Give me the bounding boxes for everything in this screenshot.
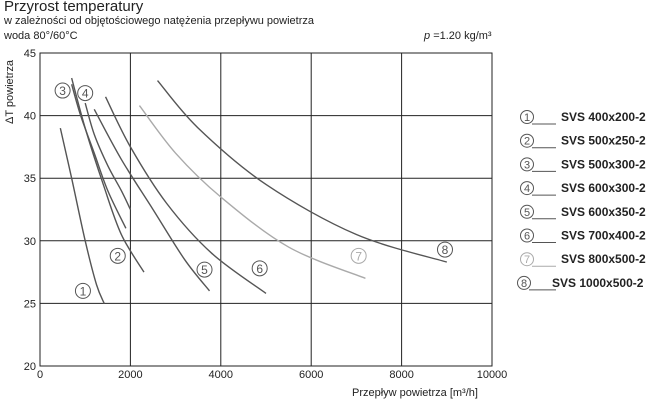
air-density-label: p =1.20 kg/m³ [424,30,492,42]
series-line-4 [84,102,132,210]
legend-label-8: SVS 1000x500-2 [552,276,644,290]
series-line-1 [59,127,105,304]
series-marker-circle-2 [109,247,126,264]
series-marker-circle-3 [54,82,71,99]
legend-label-5: SVS 600x350-2 [561,205,646,219]
x-axis-label: Przepływ powietrza [m³/h] [352,387,478,399]
legend-marker-6: 6 [524,231,530,243]
legend-marker-circle-4 [520,181,534,196]
series-line-6 [104,96,267,294]
series-line-5 [93,109,211,292]
legend-marker-3: 3 [524,159,530,171]
series-marker-7: 7 [355,249,362,263]
x-tick-label: 8000 [389,369,413,381]
legend-marker-circle-8 [517,275,531,290]
series-marker-circle-7 [350,247,367,264]
series-marker-circle-6 [251,260,268,277]
legend-label-7: SVS 800x500-2 [561,252,646,266]
series-marker-3: 3 [59,84,66,98]
x-tick-label: 2000 [118,369,142,381]
density-symbol: p [424,30,431,42]
series-marker-circle-8 [436,241,453,258]
legend-marker-circle-6 [520,228,534,243]
legend-label-6: SVS 700x400-2 [561,229,646,243]
legend-label-4: SVS 600x300-2 [561,181,646,195]
legend-marker-4: 4 [524,183,530,195]
legend-marker-1: 1 [524,112,530,124]
legend-marker-2: 2 [524,136,530,148]
x-tick-label: 6000 [299,369,323,381]
series-line-2 [70,77,145,273]
series-marker-5: 5 [201,263,208,277]
legend-label-1: SVS 400x200-2 [561,110,646,124]
series-marker-8: 8 [442,243,449,257]
legend-marker-circle-1 [520,110,534,124]
series-marker-4: 4 [82,87,89,101]
legend-marker-circle-5 [520,204,534,219]
series-marker-2: 2 [114,249,121,263]
legend-marker-circle-3 [520,157,534,172]
y-tick-label: 25 [24,298,36,310]
x-tick-label: 10000 [477,369,508,381]
chart-title: Przyrost temperatury [4,0,144,15]
series-marker-circle-4 [77,85,94,102]
series-line-8 [156,80,448,263]
y-axis-label: ΔT powietrza [4,59,16,124]
x-tick-label: 4000 [209,369,233,381]
legend-label-3: SVS 500x300-2 [561,157,646,171]
series-marker-circle-1 [74,282,91,299]
legend-label-2: SVS 500x250-2 [561,134,646,148]
chart-subtitle: w zależności od objętościowego natężenia… [4,15,315,27]
y-tick-label: 45 [24,48,36,60]
legend-marker-7: 7 [524,254,530,266]
plot-area [39,52,493,367]
y-tick-label: 35 [24,173,36,185]
series-line-7 [138,105,366,280]
y-tick-label: 20 [24,361,36,373]
legend-marker-circle-7 [520,252,534,267]
series-marker-1: 1 [80,284,87,298]
legend-marker-8: 8 [521,278,527,290]
x-tick-label: 0 [37,369,43,381]
series-marker-6: 6 [256,262,263,276]
y-tick-label: 30 [24,236,36,248]
water-conditions: woda 80°/60°C [4,30,78,42]
series-marker-circle-5 [196,261,213,278]
y-tick-label: 40 [24,111,36,123]
density-value: =1.20 kg/m³ [433,30,492,42]
legend-marker-5: 5 [524,207,530,219]
legend-marker-circle-2 [520,133,534,148]
series-line-3 [70,84,127,229]
